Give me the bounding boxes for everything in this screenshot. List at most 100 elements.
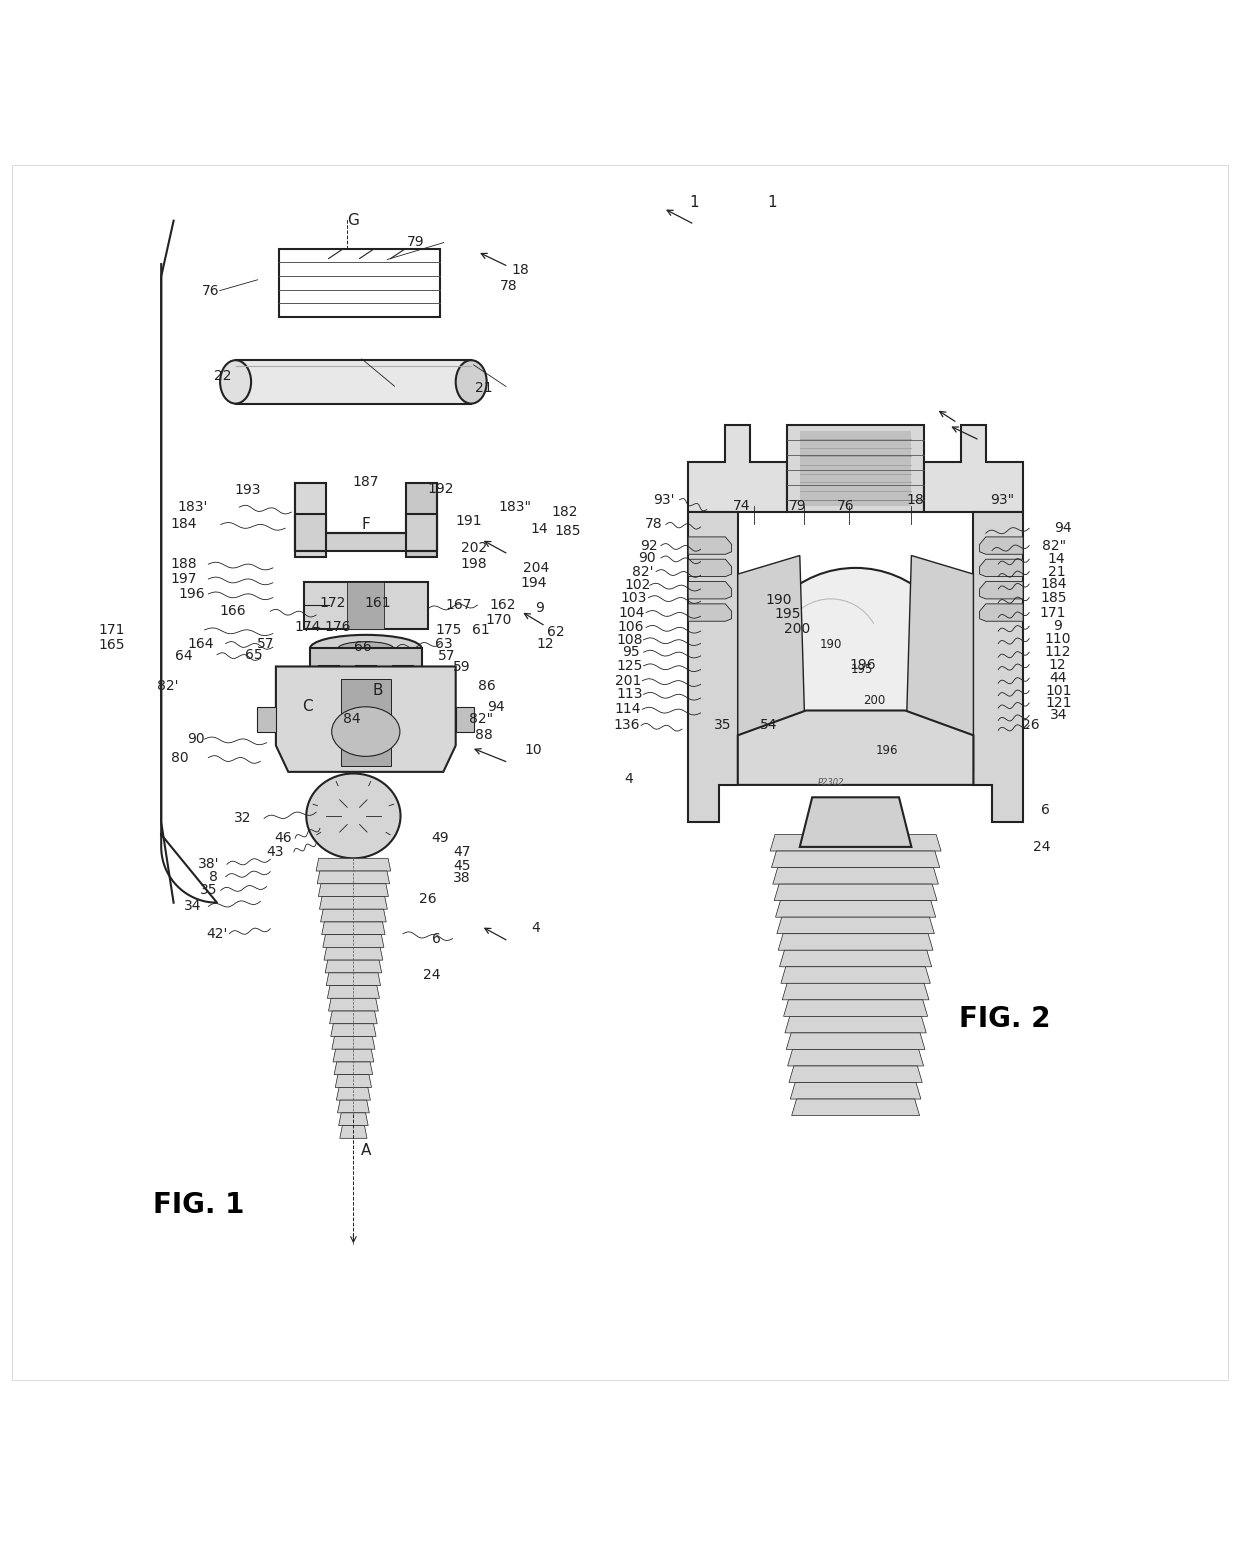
- Text: 6: 6: [432, 932, 441, 946]
- Polygon shape: [339, 1112, 368, 1126]
- Text: 35: 35: [714, 718, 732, 732]
- Polygon shape: [688, 425, 787, 511]
- Text: 57: 57: [438, 649, 455, 663]
- Polygon shape: [334, 1049, 373, 1061]
- Text: 183': 183': [177, 501, 207, 514]
- Text: 104: 104: [618, 606, 645, 620]
- Polygon shape: [775, 901, 936, 918]
- Polygon shape: [310, 649, 422, 669]
- Text: 59: 59: [453, 660, 470, 674]
- Text: 43: 43: [267, 845, 284, 859]
- Text: 174: 174: [294, 621, 321, 635]
- Text: 176: 176: [324, 621, 351, 635]
- Polygon shape: [774, 884, 937, 901]
- Text: 110: 110: [1044, 632, 1071, 646]
- Text: 193: 193: [234, 482, 262, 497]
- Text: 170: 170: [485, 613, 512, 627]
- Text: 185: 185: [554, 524, 582, 538]
- Text: 190: 190: [820, 638, 842, 652]
- Polygon shape: [800, 431, 911, 505]
- Text: 22: 22: [215, 369, 232, 383]
- Polygon shape: [800, 797, 911, 847]
- Text: 112: 112: [1044, 646, 1071, 660]
- Text: 21: 21: [1048, 564, 1065, 579]
- Text: B: B: [373, 683, 383, 698]
- Text: 167: 167: [445, 598, 472, 612]
- Polygon shape: [780, 950, 931, 967]
- Text: 90: 90: [639, 552, 656, 565]
- Text: 201: 201: [615, 674, 642, 688]
- Text: 26: 26: [419, 891, 436, 905]
- Text: 164: 164: [187, 637, 215, 650]
- Text: 125: 125: [616, 658, 644, 674]
- Text: 45: 45: [454, 859, 471, 873]
- Polygon shape: [688, 581, 732, 599]
- Text: 172: 172: [319, 596, 346, 610]
- Text: 78: 78: [500, 280, 517, 294]
- Text: 79: 79: [407, 235, 424, 249]
- Polygon shape: [771, 851, 940, 868]
- Ellipse shape: [310, 635, 422, 663]
- Polygon shape: [340, 1126, 367, 1139]
- Text: 14: 14: [531, 522, 548, 536]
- Polygon shape: [236, 360, 471, 403]
- Ellipse shape: [236, 366, 446, 397]
- Text: 6: 6: [1040, 803, 1050, 817]
- Text: 76: 76: [837, 499, 854, 513]
- Polygon shape: [334, 1061, 373, 1075]
- Text: 54: 54: [760, 718, 777, 732]
- Text: 34: 34: [184, 899, 201, 913]
- Polygon shape: [319, 884, 388, 896]
- Circle shape: [750, 569, 961, 779]
- Text: 82': 82': [156, 678, 179, 692]
- Ellipse shape: [306, 774, 401, 859]
- Polygon shape: [322, 935, 384, 947]
- Text: G: G: [347, 213, 360, 229]
- Text: 21: 21: [475, 382, 492, 396]
- Polygon shape: [326, 973, 381, 986]
- Text: 18: 18: [512, 263, 529, 277]
- Text: 171: 171: [1039, 606, 1066, 620]
- Polygon shape: [327, 986, 379, 998]
- Text: 94: 94: [1054, 521, 1071, 535]
- Text: 47: 47: [454, 845, 471, 859]
- Polygon shape: [336, 1088, 371, 1100]
- Text: 93': 93': [652, 493, 675, 507]
- Text: 24: 24: [1033, 840, 1050, 854]
- Text: 182: 182: [551, 505, 578, 519]
- Polygon shape: [781, 967, 930, 983]
- Polygon shape: [324, 947, 383, 959]
- Text: 38: 38: [453, 871, 470, 885]
- Polygon shape: [688, 511, 738, 822]
- Text: 183": 183": [498, 501, 531, 514]
- Polygon shape: [776, 918, 935, 933]
- Text: 12: 12: [537, 637, 554, 650]
- Polygon shape: [786, 1034, 925, 1049]
- Polygon shape: [924, 425, 1023, 511]
- Text: 161: 161: [365, 596, 392, 610]
- Text: 191: 191: [455, 514, 482, 528]
- Polygon shape: [789, 1066, 923, 1083]
- Polygon shape: [335, 1075, 372, 1088]
- Polygon shape: [905, 556, 973, 772]
- Text: 82": 82": [1042, 539, 1066, 553]
- Polygon shape: [784, 1000, 928, 1017]
- Text: 84: 84: [343, 712, 361, 726]
- Polygon shape: [980, 538, 1023, 555]
- Text: 184: 184: [170, 518, 197, 531]
- Text: 94: 94: [487, 700, 505, 714]
- Text: C: C: [303, 700, 312, 714]
- Polygon shape: [980, 581, 1023, 599]
- Text: 64: 64: [175, 649, 192, 663]
- Text: 185: 185: [1040, 590, 1068, 604]
- Text: 44: 44: [1049, 671, 1066, 686]
- Text: 14: 14: [1048, 552, 1065, 565]
- Polygon shape: [275, 666, 456, 772]
- Polygon shape: [347, 581, 384, 629]
- Polygon shape: [779, 933, 932, 950]
- Text: 197: 197: [170, 572, 197, 586]
- Text: 9: 9: [534, 601, 544, 615]
- Polygon shape: [980, 559, 1023, 576]
- Text: 198: 198: [460, 558, 487, 572]
- Text: 8: 8: [208, 870, 218, 884]
